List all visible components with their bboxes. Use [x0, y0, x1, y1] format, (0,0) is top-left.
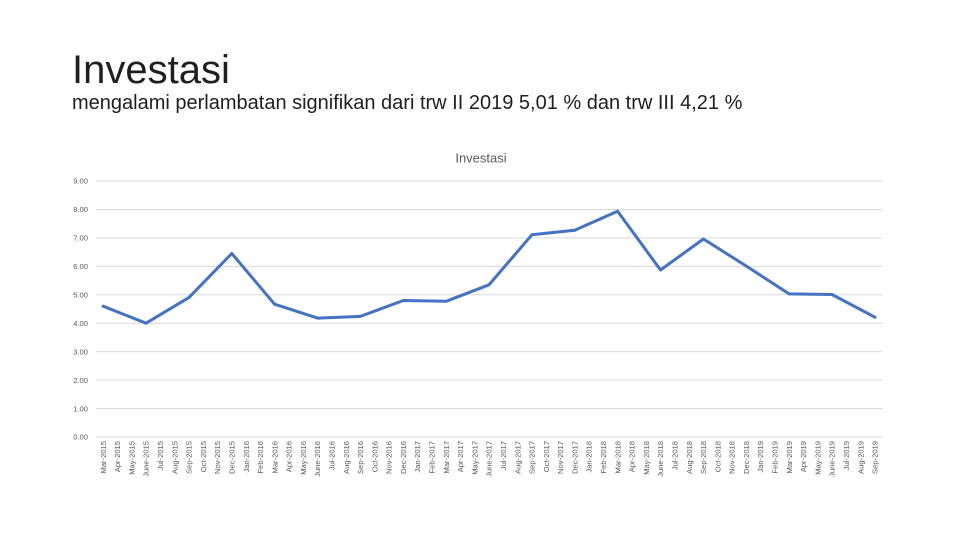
x-tick-label: Oct-2015 [199, 441, 208, 472]
x-tick-label: Aug-2017 [513, 441, 522, 474]
data-point [873, 315, 877, 319]
x-tick-label: Oct-2018 [713, 441, 722, 472]
x-tick-label: May-2018 [642, 441, 651, 475]
x-tick-label: Sep-2015 [185, 441, 194, 474]
data-point [401, 299, 405, 302]
data-point [187, 296, 191, 299]
x-tick-label: Dec-2016 [399, 441, 408, 474]
x-tick-label: Oct-2016 [370, 441, 379, 472]
data-point [787, 292, 791, 296]
x-tick-label: Sep-2019 [871, 441, 880, 474]
x-tick-label: Jan-2017 [413, 441, 422, 473]
y-tick-label: 1.00 [73, 404, 88, 413]
x-tick-label: May-2019 [813, 441, 822, 475]
x-tick-label: Sep-2018 [699, 441, 708, 474]
x-tick-label: Nov-2017 [556, 441, 565, 474]
x-tick-label: Aug-2019 [856, 441, 865, 474]
data-point [359, 315, 362, 318]
y-tick-label: 3.00 [73, 347, 88, 356]
data-point [659, 268, 662, 272]
chart-svg: Investasi 0.00 1.00 2.00 3.00 4.00 5.00 6.00 7.… [73, 151, 882, 477]
y-tick-label: 0.00 [73, 433, 88, 442]
x-tick-label: June-2016 [313, 441, 322, 477]
x-tick-label: Sep-2017 [528, 441, 537, 474]
y-tick-label: 6.00 [73, 262, 88, 271]
x-tick-label: June-2019 [828, 441, 837, 477]
x-tick-label: June-2018 [656, 441, 665, 477]
data-point [573, 228, 577, 232]
data-point [316, 316, 319, 320]
x-tick-label: Aug-2016 [342, 441, 351, 474]
x-tick-label: Jul-2017 [499, 441, 508, 470]
series-investasi [101, 209, 877, 325]
y-tick-label: 7.00 [73, 234, 88, 243]
x-tick-label: Mar-2017 [442, 441, 451, 474]
data-point [616, 209, 619, 213]
line-chart: Investasi 0.00 1.00 2.00 3.00 4.00 5.00 6.00 7.… [0, 140, 960, 490]
gridlines [96, 180, 882, 438]
x-tick-label: Aug-2018 [685, 441, 694, 474]
y-tick-label: 4.00 [73, 319, 88, 328]
y-tick-label: 5.00 [73, 291, 88, 300]
x-tick-label: Apr-2016 [285, 441, 294, 472]
x-tick-label: Jan-2018 [585, 441, 594, 473]
x-tick-label: Mar-2018 [613, 441, 622, 474]
x-tick-label: June-2015 [142, 441, 151, 477]
x-tick-label: Mar-2016 [270, 441, 279, 474]
data-point [273, 302, 276, 306]
data-point [444, 299, 448, 303]
slide-subtitle: mengalami perlambatan signifikan dari tr… [72, 92, 743, 114]
x-tick-label: Oct-2017 [542, 441, 551, 472]
x-tick-label: Dec-2017 [570, 441, 579, 474]
x-tick-label: Jul-2019 [842, 441, 851, 470]
x-tick-label: Apr-2018 [628, 441, 637, 472]
x-tick-label: Mar-2019 [785, 441, 794, 474]
x-tick-label: Feb-2016 [256, 441, 265, 474]
y-tick-label: 8.00 [73, 205, 88, 214]
y-axis-tick-labels: 0.00 1.00 2.00 3.00 4.00 5.00 6.00 7.00 8.00 9.00 [73, 177, 88, 442]
series-line [101, 209, 877, 325]
x-tick-label: Nov-2016 [385, 441, 394, 474]
y-tick-label: 2.00 [73, 376, 88, 385]
data-point [144, 321, 148, 325]
x-tick-label: Nov-2018 [728, 441, 737, 474]
x-tick-label: Jan-2016 [242, 441, 251, 473]
data-point [702, 237, 705, 241]
x-tick-label: Dec-2015 [228, 441, 237, 474]
x-tick-label: Jan-2019 [756, 441, 765, 473]
data-point [230, 252, 234, 255]
x-tick-label: June-2017 [485, 441, 494, 477]
x-axis-tick-labels: Mar-2015 Apr-2015 May-2015 June-2015 Jul-201… [99, 441, 880, 477]
x-tick-label: Jul-2018 [671, 441, 680, 470]
x-tick-label: Apr-2019 [799, 441, 808, 472]
x-tick-label: Jul-2016 [328, 441, 337, 470]
x-tick-label: Mar-2015 [99, 441, 108, 474]
x-tick-label: Feb-2018 [599, 441, 608, 474]
x-tick-label: May-2016 [299, 441, 308, 475]
x-tick-label: Feb-2019 [771, 441, 780, 474]
data-point [744, 264, 748, 268]
x-tick-label: Sep-2016 [356, 441, 365, 474]
x-tick-label: Jul-2015 [156, 441, 165, 470]
x-tick-label: Apr-2015 [113, 441, 122, 472]
x-tick-label: May-2017 [470, 441, 479, 475]
x-tick-label: May-2015 [127, 441, 136, 475]
chart-title: Investasi [455, 151, 506, 166]
x-tick-label: Dec-2018 [742, 441, 751, 474]
slide-title: Investasi [72, 48, 230, 92]
x-tick-label: Aug-2015 [170, 441, 179, 474]
data-point [830, 293, 834, 296]
y-tick-label: 9.00 [73, 177, 88, 186]
x-tick-label: Nov-2015 [213, 441, 222, 474]
data-point [487, 283, 491, 287]
data-point [101, 304, 105, 308]
x-tick-label: Feb-2017 [428, 441, 437, 474]
x-tick-label: Apr-2017 [456, 441, 465, 472]
data-point [530, 233, 534, 237]
